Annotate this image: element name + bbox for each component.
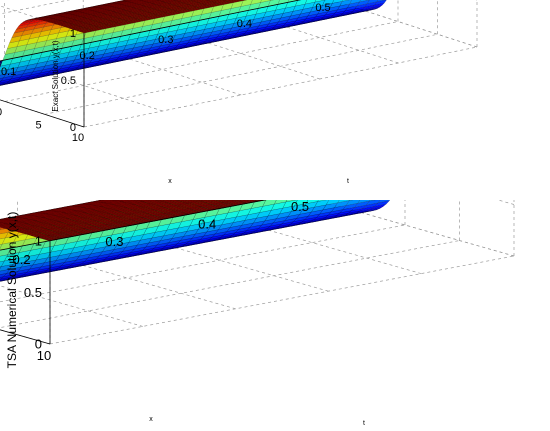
surface-patch — [359, 0, 370, 3]
x-tick-label: 5 — [35, 119, 41, 131]
surface-patch — [357, 200, 371, 204]
x-axis-line — [0, 99, 85, 128]
x-axis-label: x — [168, 178, 172, 185]
t-tick-label: 0.1 — [1, 66, 16, 78]
z-tick-label: 1 — [70, 28, 76, 40]
surface-patch — [270, 0, 274, 1]
surface-patch — [337, 200, 350, 203]
surface-patch — [81, 30, 95, 34]
t-tick-label: 0.5 — [315, 2, 330, 14]
x-tick-label: 0 — [0, 107, 2, 119]
surface-patch — [305, 200, 319, 204]
t-tick-label: 0.2 — [80, 50, 95, 62]
t-axis-line — [0, 0, 302, 62]
surface-mesh — [0, 200, 391, 282]
surface-mesh — [0, 0, 387, 86]
surface-patch — [317, 200, 327, 202]
surface-patch — [285, 200, 297, 203]
t-tick-label: 0.3 — [158, 34, 173, 46]
z-axis-label: Exact Solution y(x,t) — [51, 40, 60, 111]
t-axis-label: t — [347, 178, 349, 185]
surface-patch — [332, 0, 343, 4]
surface-patch — [349, 200, 353, 201]
z-tick-label: 0.5 — [61, 75, 76, 87]
axis-lines — [0, 0, 302, 128]
x-tick-label: 10 — [72, 132, 84, 144]
z-tick-label: 0 — [70, 122, 76, 134]
t-tick-label: 0.4 — [237, 18, 252, 30]
surface-patch — [260, 0, 271, 3]
surface-patch — [376, 0, 386, 2]
surface-patch — [274, 200, 287, 205]
surface-patch — [369, 200, 376, 202]
surface-patch — [314, 0, 325, 3]
surface-patch — [341, 0, 350, 2]
